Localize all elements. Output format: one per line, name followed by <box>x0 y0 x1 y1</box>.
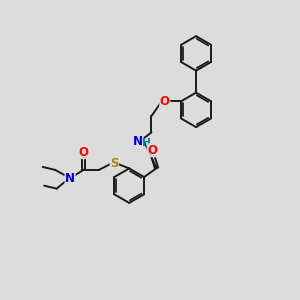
Text: O: O <box>160 95 170 108</box>
Text: O: O <box>147 144 157 157</box>
Text: O: O <box>78 146 88 159</box>
Text: S: S <box>110 158 118 170</box>
Text: N: N <box>133 135 143 148</box>
Text: N: N <box>65 172 75 185</box>
Text: H: H <box>142 138 151 148</box>
